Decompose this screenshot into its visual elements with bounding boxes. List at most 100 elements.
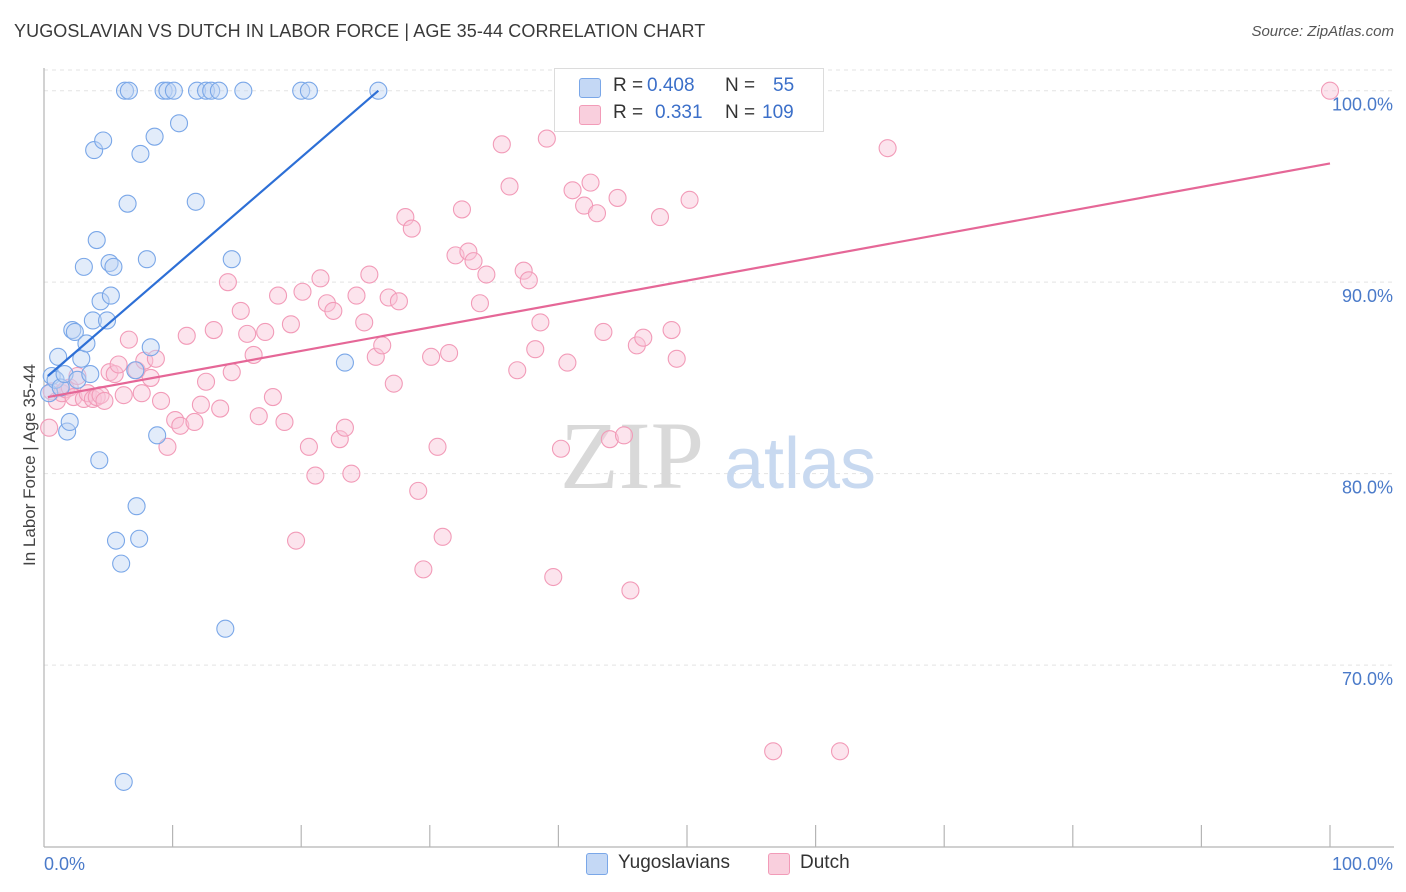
yugoslavian-point xyxy=(299,81,318,100)
dutch-point xyxy=(132,384,151,403)
dutch-point xyxy=(1320,81,1340,100)
n-label: N = xyxy=(725,102,756,123)
dutch-point xyxy=(587,204,607,223)
dutch-point xyxy=(470,294,490,313)
dutch-legend-swatch xyxy=(768,853,790,875)
yugoslavian-point xyxy=(148,426,167,445)
yugoslavian-point xyxy=(106,531,126,550)
yugoslavian-point xyxy=(63,320,82,340)
yugoslavian-point xyxy=(234,81,253,100)
dutch-point xyxy=(600,430,619,449)
n-label: N = xyxy=(725,75,756,96)
dutch-point xyxy=(514,261,533,280)
r-value: 0.408 xyxy=(647,75,695,96)
dutch-point xyxy=(275,412,294,432)
dutch-point xyxy=(119,330,138,349)
dutch-point xyxy=(594,322,613,342)
dutch-point xyxy=(389,292,408,311)
dutch-point xyxy=(231,301,250,320)
dutch-point xyxy=(508,361,527,380)
yugoslavian-point xyxy=(94,131,113,150)
yugoslavian-point xyxy=(83,311,102,330)
dutch-point xyxy=(477,265,496,284)
dutch-point xyxy=(627,336,646,355)
yugoslavian-point xyxy=(158,81,177,100)
dutch-point xyxy=(95,391,114,410)
dutch-point xyxy=(293,282,312,301)
n-value: 55 xyxy=(773,75,795,96)
stats-legend: R = 0.408 N = 55 R = 0.331 N = 109 xyxy=(554,68,824,132)
r-label: R = xyxy=(613,75,644,96)
dutch-point xyxy=(238,324,257,343)
dutch-point xyxy=(256,322,275,342)
yugoslavian-point xyxy=(292,81,311,100)
yugoslavian-point xyxy=(209,81,228,100)
yugoslavian-point xyxy=(222,250,241,269)
dutch-point xyxy=(105,365,124,384)
tick-labels: 100.0% 90.0% 80.0% 70.0% 0.0% 100.0% xyxy=(44,95,1393,874)
dutch-point xyxy=(311,269,330,288)
dutch-point xyxy=(373,336,392,355)
yugoslavian-point xyxy=(87,231,106,250)
dutch-point xyxy=(177,326,196,345)
dutch-point xyxy=(384,374,403,393)
yugoslavian-point xyxy=(81,365,100,384)
yugoslavian-point xyxy=(137,250,156,269)
dutch-point xyxy=(440,343,459,363)
dutch-point xyxy=(109,355,128,374)
yugoslavian-point xyxy=(91,292,110,311)
watermark: ZIP atlas xyxy=(560,402,876,509)
dutch-point xyxy=(662,320,681,340)
dutch-point xyxy=(166,410,185,430)
dutch-point xyxy=(40,418,59,437)
dutch-point xyxy=(281,315,300,334)
dutch-point xyxy=(526,340,545,359)
yugoslavian-point xyxy=(186,192,205,211)
dutch-point xyxy=(422,347,441,366)
dutch-point xyxy=(287,531,306,550)
dutch-point xyxy=(171,416,190,435)
y-tick-label: 80.0% xyxy=(1342,478,1393,498)
yugoslavian-trend-line xyxy=(47,89,380,377)
dutch-point xyxy=(366,347,385,366)
dutch-point xyxy=(185,412,204,432)
r-value: 0.331 xyxy=(655,102,703,123)
dutch-point xyxy=(317,294,336,313)
dutch-point xyxy=(269,286,288,305)
yugoslavian-point xyxy=(74,257,93,276)
dutch-point xyxy=(764,742,783,761)
yugoslavian-point xyxy=(115,81,135,100)
dutch-point xyxy=(347,286,366,305)
dutch-point xyxy=(402,219,421,238)
dutch-point xyxy=(537,129,556,148)
y-tick-label: 100.0% xyxy=(1332,95,1393,115)
yugoslavian-point xyxy=(118,194,137,213)
dutch-point xyxy=(614,426,634,445)
dutch-point xyxy=(634,328,653,347)
yugoslavian-point xyxy=(101,286,120,305)
dutch-point xyxy=(414,560,433,579)
yugoslavian-point xyxy=(335,353,354,372)
dutch-point xyxy=(519,271,538,290)
dutch-point xyxy=(158,437,177,456)
dutch-point xyxy=(433,527,452,546)
dutch-point xyxy=(335,418,354,437)
yugoslavian-point xyxy=(216,619,235,638)
dutch-points xyxy=(40,81,1340,761)
dutch-point xyxy=(680,190,699,209)
watermark-zip: ZIP xyxy=(560,402,704,509)
dutch-point xyxy=(428,437,447,456)
dutch-point xyxy=(191,395,210,414)
yugoslavian-point xyxy=(114,772,133,791)
dutch-point xyxy=(379,288,398,307)
n-value: 109 xyxy=(762,102,794,123)
dutch-point xyxy=(222,363,241,382)
dutch-point xyxy=(492,135,511,154)
yugoslavian-point xyxy=(119,81,138,100)
dutch-point xyxy=(306,466,325,485)
axes xyxy=(43,68,1394,848)
yugoslavian-point xyxy=(112,554,131,573)
y-tick-label: 70.0% xyxy=(1342,669,1393,689)
dutch-point xyxy=(581,173,600,192)
